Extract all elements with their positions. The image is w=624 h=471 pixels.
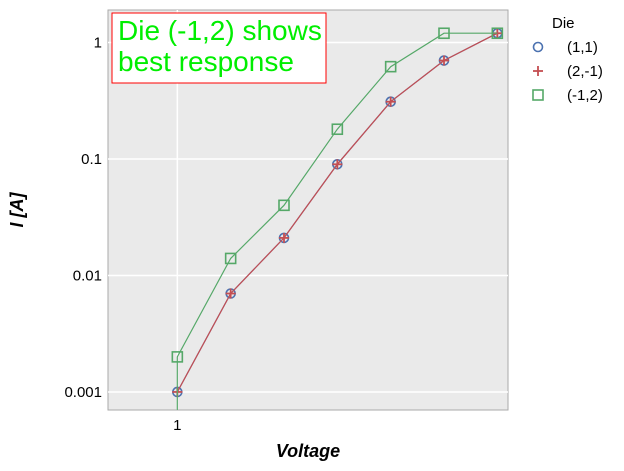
data-point (491, 27, 504, 40)
series-line (176, 32, 498, 410)
data-point (224, 252, 237, 265)
legend-entry: (-1,2) (567, 87, 603, 104)
legend-title: Die (552, 15, 575, 32)
annotation-box (111, 12, 327, 84)
data-point (384, 60, 397, 73)
annotation-line-2: best response (118, 46, 294, 77)
data-point (439, 55, 449, 66)
data-point (438, 27, 450, 40)
annotation-line-1: Die (-1,2) shows (118, 15, 322, 46)
series-layer (171, 27, 504, 410)
x-axis-label: Voltage (276, 441, 340, 461)
y-axis-label: I [A] (7, 192, 27, 228)
plot-area: Die (-1,2) shows best response (107, 9, 509, 411)
legend-marker (532, 89, 544, 101)
legend-marker (532, 41, 544, 53)
legend: Die (1,1) (2,-1) (-1,2) (532, 15, 603, 104)
data-point (278, 199, 290, 212)
data-point (171, 351, 184, 363)
x-tick-label: 1 (173, 417, 181, 434)
y-tick-label: 0.1 (81, 151, 102, 168)
legend-entry: (1,1) (567, 39, 598, 56)
data-point (279, 232, 289, 243)
legend-entry: (2,-1) (567, 63, 603, 80)
data-point (331, 123, 344, 136)
tick-labels: 0.001 0.01 0.1 1 1 (64, 34, 181, 434)
y-tick-label: 0.01 (73, 267, 102, 284)
data-point (385, 96, 396, 107)
legend-marker (533, 66, 543, 76)
series-square (171, 27, 504, 410)
annotation: Die (-1,2) shows best response (111, 12, 327, 84)
data-point (225, 288, 236, 299)
y-tick-label: 0.001 (64, 384, 102, 401)
data-point (332, 159, 343, 170)
y-tick-label: 1 (94, 34, 102, 51)
